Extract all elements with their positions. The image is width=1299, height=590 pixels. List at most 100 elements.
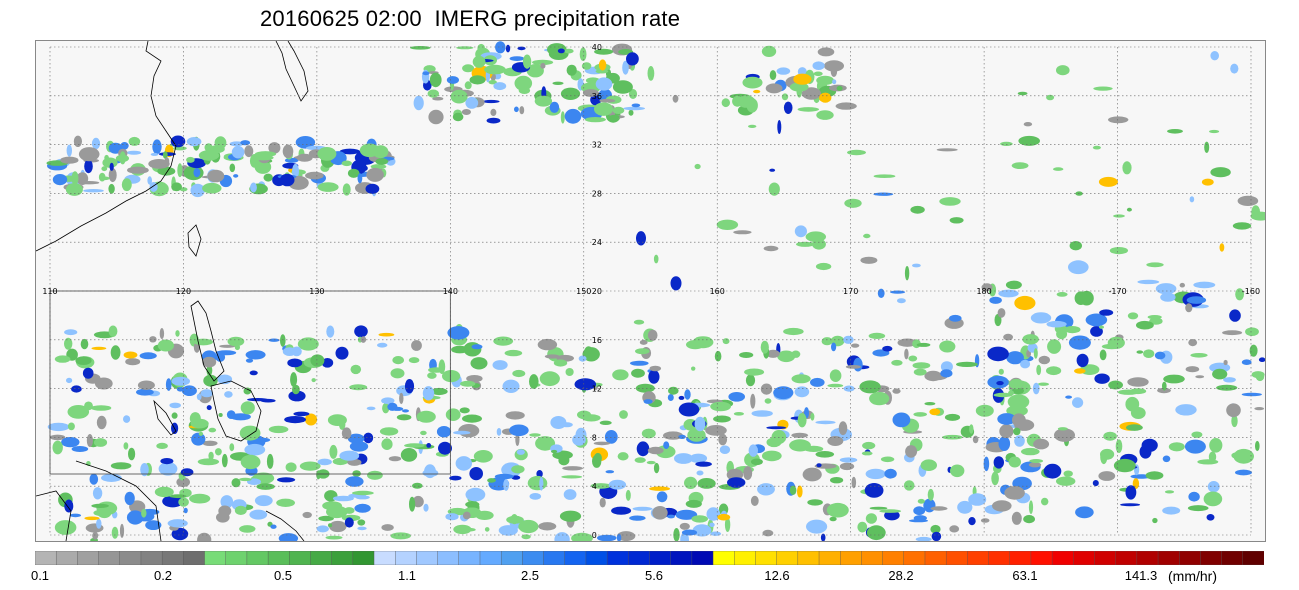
rain-cell [250,182,257,193]
rain-cell [1235,469,1252,476]
rain-cell [409,496,416,512]
rain-cell [930,506,948,511]
lat-label: 0 [592,531,597,540]
rain-cell [1120,503,1141,507]
rain-cell [218,413,223,417]
rain-cell [996,381,1004,386]
rain-cell [998,368,1004,375]
rain-cell [52,174,68,186]
rain-cell [145,520,162,530]
rain-cell [635,383,655,393]
rain-cell [956,361,978,367]
rain-cell [176,386,184,392]
rain-cell [1160,292,1176,302]
rain-cell [927,488,934,501]
rain-cell [810,412,815,421]
rain-cell [470,357,488,370]
rain-cell [826,502,849,518]
rain-cell [1187,505,1209,512]
rain-cell [361,165,368,171]
rain-cell [76,172,89,186]
rain-cell [290,372,298,387]
rain-cell [157,339,174,352]
rain-cell [160,458,174,465]
rain-cell [716,219,739,230]
colorbar-tick-label: 2.5 [520,568,540,583]
rain-cell [816,110,834,120]
rain-cell [574,378,597,391]
rain-cell [769,168,776,172]
rain-cell [101,473,122,482]
rain-cell [469,75,486,85]
rain-cell [793,73,812,85]
colorbar-swatch [924,551,947,565]
rain-cell [218,505,232,517]
rain-cell [625,489,631,501]
colorbar-swatch [1157,551,1180,565]
rain-cell [1043,463,1062,479]
rain-cell [1219,243,1225,252]
rain-cell [186,156,195,163]
rain-cell [1149,317,1163,325]
rain-cell [404,379,415,394]
rain-cell [626,52,639,66]
rain-cell [802,467,822,482]
rain-cell [460,380,476,387]
rain-cell [557,48,565,54]
rain-cell [949,217,964,224]
rain-cell [564,48,574,54]
rain-cell [537,338,558,351]
rain-cell [983,456,990,472]
coastline-luzon [190,300,225,382]
rain-cell [863,233,871,239]
rain-cell [839,457,858,463]
rain-cell [940,369,953,378]
rain-cell [229,163,236,173]
colorbar-swatch [988,551,1011,565]
rain-cell [663,441,670,450]
rain-cell [865,468,886,480]
rain-cell [579,47,587,61]
rain-cell [593,452,602,464]
rain-cell [862,441,876,450]
rain-cell [1163,374,1185,384]
rain-cell [1143,349,1155,359]
rain-cell [436,426,452,438]
colorbar-swatch [712,551,735,565]
rain-cell [611,506,632,515]
rain-cell [148,159,170,169]
rain-cell [1168,442,1185,452]
colorbar-swatch [140,551,163,565]
rain-cell [612,106,625,114]
rain-cell [905,445,918,458]
rain-cell [516,449,525,455]
colorbar-swatch [479,551,502,565]
rain-cell [345,476,364,487]
coastline-palawan [153,399,177,436]
rain-cell [764,398,772,404]
rain-cell [108,325,118,337]
colorbar-tick-label: 1.1 [397,568,417,583]
colorbar-swatch [1179,551,1202,565]
rain-cell [1241,392,1262,397]
rain-cell [249,370,258,376]
rain-cell [636,231,646,246]
rain-cell [268,142,281,154]
rain-cell [244,443,266,456]
rain-cell [1255,440,1260,452]
rain-cell [1115,439,1123,454]
rain-cell [667,394,674,401]
colorbar-swatch [1094,551,1117,565]
rain-cell [544,354,560,359]
rain-cell [197,458,220,466]
rain-cell [879,509,902,513]
rain-cell [200,389,213,398]
lon-label: 120 [176,287,191,296]
rain-cell [139,352,157,360]
rain-cell [643,399,653,404]
rain-cell [445,513,459,521]
colorbar-swatch [903,551,926,565]
rain-cell [422,386,435,401]
rain-cell [1098,176,1118,187]
rain-cell [193,167,201,178]
